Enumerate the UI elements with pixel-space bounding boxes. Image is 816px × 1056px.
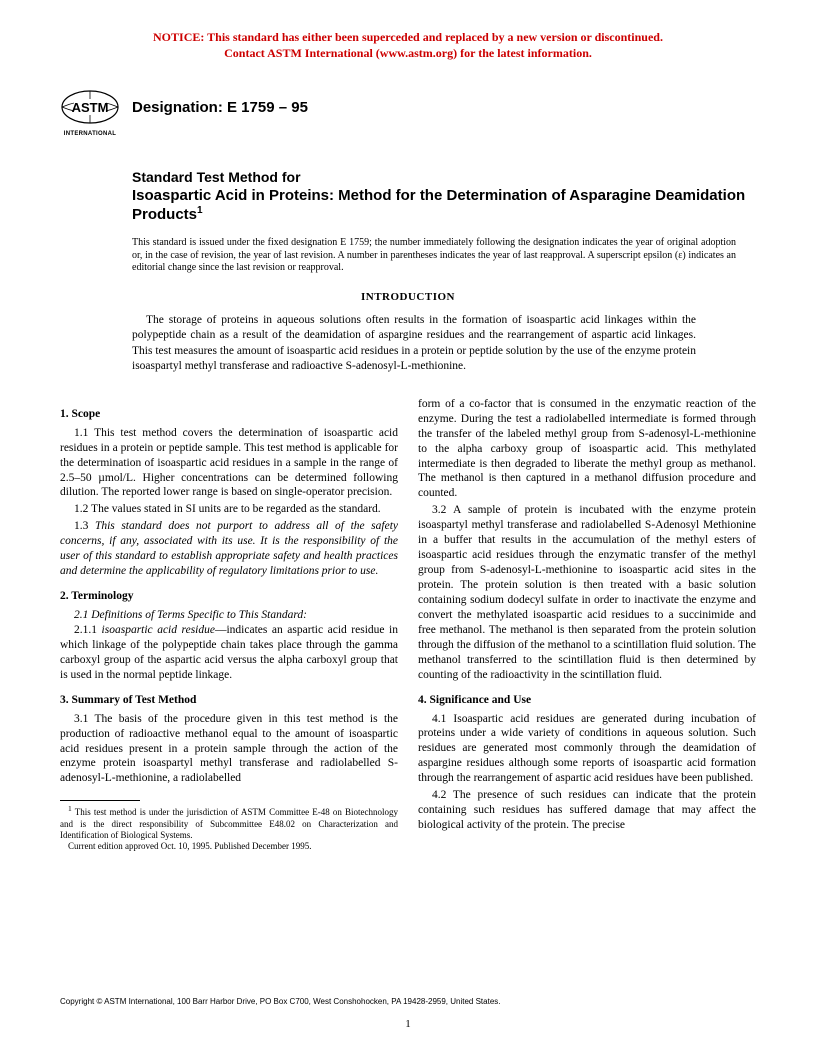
designation: Designation: E 1759 – 95 [132,99,308,116]
terminology-heading: 2. Terminology [60,589,398,604]
introduction-text: The storage of proteins in aqueous solut… [132,313,696,375]
copyright-line: Copyright © ASTM International, 100 Barr… [60,997,756,1006]
svg-text:ASTM: ASTM [72,100,109,115]
body-columns: 1. Scope 1.1 This test method covers the… [60,397,756,853]
document-title: Standard Test Method for Isoaspartic Aci… [132,169,756,225]
astm-logo: ASTM INTERNATIONAL [60,85,120,141]
para-2-1-1: 2.1.1 isoaspartic acid residue—indicates… [60,623,398,683]
notice-line-1: NOTICE: This standard has either been su… [153,30,663,44]
para-1-3: 1.3 This standard does not purport to ad… [60,519,398,579]
title-line-2: Isoaspartic Acid in Proteins: Method for… [132,187,756,226]
column-right: form of a co-factor that is consumed in … [418,397,756,853]
scope-heading: 1. Scope [60,407,398,422]
page-number: 1 [0,1018,816,1030]
logo-label: INTERNATIONAL [60,131,120,137]
significance-heading: 4. Significance and Use [418,693,756,708]
para-3-1: 3.1 The basis of the procedure given in … [60,712,398,787]
title-line-1: Standard Test Method for [132,169,756,187]
issuance-note: This standard is issued under the fixed … [132,237,736,275]
para-3-1-cont: form of a co-factor that is consumed in … [418,397,756,502]
notice-banner: NOTICE: This standard has either been su… [60,30,756,61]
para-4-2: 4.2 The presence of such residues can in… [418,788,756,833]
para-3-2: 3.2 A sample of protein is incubated wit… [418,503,756,682]
footnote-1a: 1 This test method is under the jurisdic… [60,804,398,841]
para-2-1: 2.1 Definitions of Terms Specific to Thi… [60,608,398,623]
footnote-rule [60,800,140,801]
summary-heading: 3. Summary of Test Method [60,693,398,708]
footnote-1b: Current edition approved Oct. 10, 1995. … [60,841,398,852]
para-1-2: 1.2 The values stated in SI units are to… [60,502,398,517]
para-1-1: 1.1 This test method covers the determin… [60,426,398,501]
notice-line-2: Contact ASTM International (www.astm.org… [224,46,592,60]
column-left: 1. Scope 1.1 This test method covers the… [60,397,398,853]
para-4-1: 4.1 Isoaspartic acid residues are genera… [418,712,756,787]
introduction-heading: INTRODUCTION [60,291,756,303]
header-row: ASTM INTERNATIONAL Designation: E 1759 –… [60,85,756,141]
